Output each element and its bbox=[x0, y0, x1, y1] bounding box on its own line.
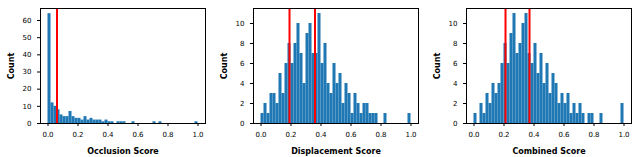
svg-text:1.0: 1.0 bbox=[192, 131, 203, 139]
svg-text:1.0: 1.0 bbox=[618, 131, 629, 139]
svg-text:0.8: 0.8 bbox=[588, 131, 599, 139]
svg-text:Count: Count bbox=[7, 53, 16, 80]
svg-text:6: 6 bbox=[453, 60, 458, 68]
svg-text:Occlusion Score: Occlusion Score bbox=[87, 147, 159, 156]
svg-text:0.8: 0.8 bbox=[162, 131, 173, 139]
svg-text:0: 0 bbox=[240, 120, 244, 128]
svg-text:0.6: 0.6 bbox=[345, 131, 357, 139]
svg-text:20: 20 bbox=[23, 85, 32, 93]
svg-text:50: 50 bbox=[23, 34, 32, 42]
svg-text:10: 10 bbox=[449, 20, 458, 28]
svg-text:0: 0 bbox=[27, 120, 31, 128]
svg-text:0.0: 0.0 bbox=[255, 131, 266, 139]
svg-text:Combined Score: Combined Score bbox=[512, 147, 586, 156]
svg-text:60: 60 bbox=[23, 17, 32, 25]
svg-text:0.2: 0.2 bbox=[498, 131, 509, 139]
svg-text:40: 40 bbox=[23, 51, 32, 59]
svg-text:0.0: 0.0 bbox=[468, 131, 479, 139]
svg-text:Displacement Score: Displacement Score bbox=[291, 147, 381, 156]
svg-text:4: 4 bbox=[453, 80, 458, 88]
svg-text:0.4: 0.4 bbox=[315, 131, 327, 139]
svg-text:Count: Count bbox=[220, 53, 229, 80]
svg-text:0.4: 0.4 bbox=[102, 131, 114, 139]
svg-text:2: 2 bbox=[453, 100, 457, 108]
svg-text:8: 8 bbox=[240, 40, 244, 48]
svg-text:2: 2 bbox=[240, 100, 244, 108]
svg-text:0.2: 0.2 bbox=[285, 131, 296, 139]
svg-text:0.6: 0.6 bbox=[132, 131, 144, 139]
svg-text:10: 10 bbox=[236, 20, 245, 28]
svg-text:10: 10 bbox=[23, 103, 32, 111]
svg-text:8: 8 bbox=[453, 40, 457, 48]
svg-text:0.4: 0.4 bbox=[528, 131, 540, 139]
svg-text:0: 0 bbox=[453, 120, 457, 128]
svg-text:0.0: 0.0 bbox=[42, 131, 53, 139]
svg-text:1.0: 1.0 bbox=[405, 131, 416, 139]
svg-text:0.2: 0.2 bbox=[72, 131, 83, 139]
svg-text:6: 6 bbox=[240, 60, 245, 68]
svg-text:4: 4 bbox=[240, 80, 245, 88]
svg-text:30: 30 bbox=[23, 68, 32, 76]
svg-text:0.8: 0.8 bbox=[375, 131, 386, 139]
svg-text:0.6: 0.6 bbox=[558, 131, 570, 139]
svg-text:Count: Count bbox=[433, 53, 442, 80]
